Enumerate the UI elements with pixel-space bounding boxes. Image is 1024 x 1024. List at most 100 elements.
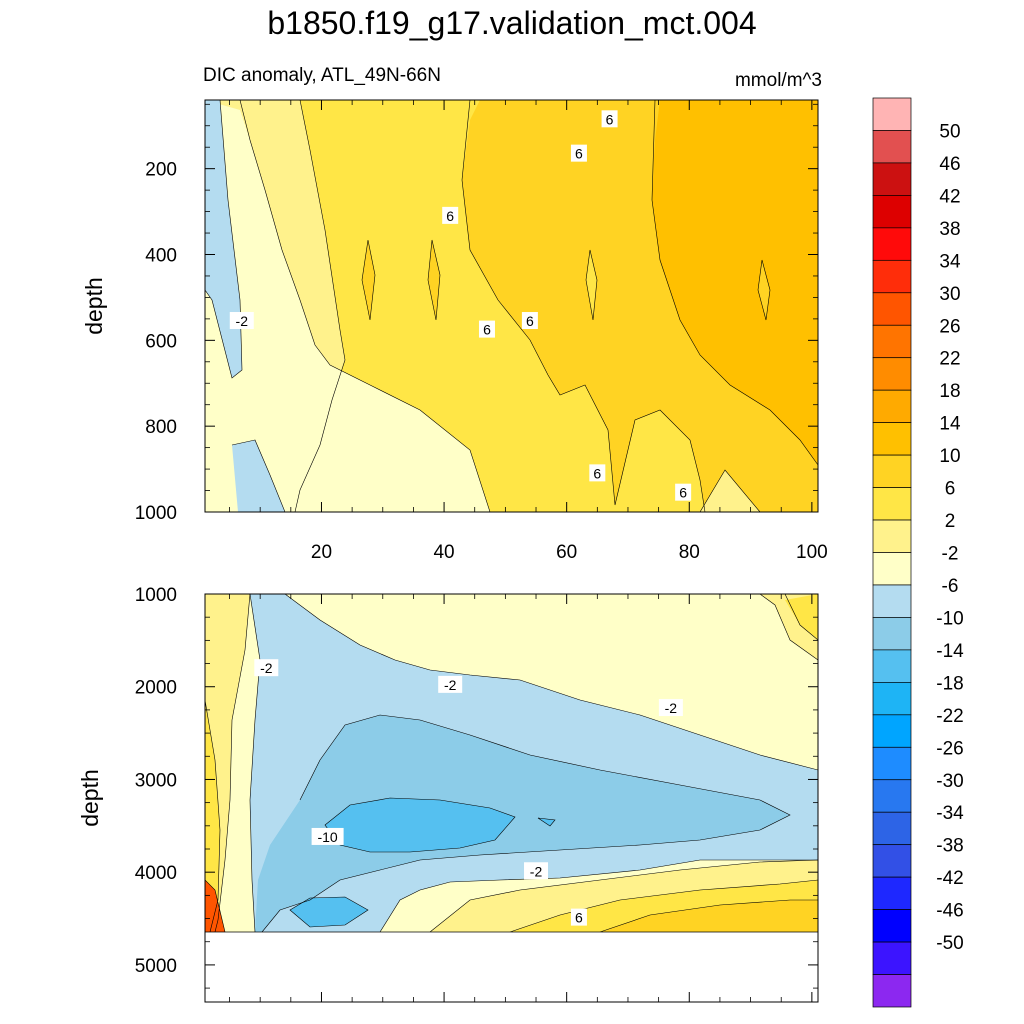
lower-panel: 1000 2000 3000 4000 5000 -2 -2 -2 -10 -2 6 depth [77,585,819,1003]
upper-contour-label-bg [675,483,692,501]
lower-fill-band-neg14-neg10-main [325,798,515,852]
lower-fill-band-6-10-topright [785,594,818,640]
lower-ytick-label: 5000 [135,956,177,977]
colorbar-label: -14 [936,641,964,662]
colorbar-swatch [872,909,912,943]
upper-plot-frame [204,99,819,513]
lower-contour-label: -2 [665,700,678,716]
lower-plot-frame [204,593,819,1003]
lower-land-mask [205,932,818,1002]
colorbar-swatch [872,584,912,618]
lower-contour-label-bg [570,908,587,926]
lower-axis-ticks: 1000 2000 3000 4000 5000 [135,585,818,1002]
upper-xtick-label: 100 [796,542,828,563]
colorbar-swatch [872,130,912,164]
colorbar-label: 30 [939,284,960,305]
lower-contour-labels: -2 -2 -2 -10 -2 6 [254,659,683,926]
figure-title: b1850.f19_g17.validation_mct.004 [267,5,756,41]
colorbar-label: -10 [936,608,963,629]
lower-fill-band-26-30-left [205,880,225,932]
upper-contour-label-bg [478,320,495,338]
colorbar-label: 26 [939,316,960,337]
colorbar-label: 50 [939,121,960,142]
colorbar-swatches [872,97,912,1008]
colorbar-swatch [872,746,912,781]
colorbar-label: 2 [945,511,956,532]
lower-contour-label-bg [311,827,344,845]
colorbar-swatch [872,97,912,131]
upper-contour-label-bg [589,464,606,482]
lower-contour-label: 6 [575,910,583,926]
upper-fill-cell-c [586,250,597,320]
panel-subtitle-right: mmol/m^3 [735,70,822,91]
colorbar-label: -50 [936,933,963,954]
upper-fill-cell-d [758,260,770,320]
colorbar-swatch [872,876,912,910]
upper-fill-band-10-14 [652,100,818,465]
upper-contour-label: 6 [446,208,454,224]
upper-xtick-label: 40 [433,542,454,563]
upper-y-axis-label: depth [81,277,107,335]
upper-ytick-label: 1000 [135,503,177,524]
lower-contour-field [205,594,818,1002]
colorbar-swatch [872,389,912,423]
colorbar-swatch [872,454,912,488]
upper-axis-ticks: 20 40 60 80 100 200 400 600 800 1000 [135,100,828,563]
lower-ytick-label: 3000 [135,770,177,791]
lower-contour-label: -2 [260,660,273,676]
lower-y-axis-label: depth [77,769,103,827]
upper-contour-label-bg [442,206,459,224]
lower-contour-label-bg [438,675,463,693]
upper-contour-label-bg [229,312,254,330]
colorbar-label: 10 [939,446,960,467]
lower-contour-label-bg [524,862,549,880]
upper-xtick-label: 20 [311,542,332,563]
lower-fill-band-6-10-left [205,700,220,932]
lower-fill-band-neg14-neg10-bottom [290,897,368,927]
colorbar-label: -6 [942,576,959,597]
colorbar-label: 6 [945,479,956,500]
colorbar-swatch [872,487,912,521]
colorbar-swatch [872,259,912,294]
colorbar-swatch [872,779,912,813]
colorbar-label: -42 [936,868,963,889]
colorbar-labels: 50 46 42 38 34 30 26 22 18 14 10 6 2 -2 -6 -10 -14 -18 -22… [936,121,964,954]
upper-panel: 20 40 60 80 100 200 400 600 800 1000 6 6 6 -2 6 6 6 6 de… [81,99,828,563]
colorbar-label: -2 [942,544,959,565]
upper-fill-band-neg6-neg2-bottom [232,440,285,512]
upper-fill-band-neg2-2 [205,100,490,512]
lower-contour-lines [205,594,818,933]
upper-xtick-label: 60 [556,542,577,563]
colorbar-label: 22 [939,349,960,370]
colorbar-swatch [872,714,912,748]
colorbar-swatch [872,519,912,553]
upper-contour-label-bg [601,110,618,128]
lower-contour-label-bg [658,699,683,717]
colorbar-label: 14 [939,414,961,435]
upper-ytick-label: 200 [145,160,177,181]
upper-ytick-label: 600 [145,331,177,352]
colorbar-swatch [872,617,912,651]
colorbar-label: 18 [939,381,960,402]
colorbar-label: -46 [936,901,963,922]
colorbar-label: -34 [936,803,964,824]
colorbar-swatch [872,324,912,359]
colorbar-swatch [872,162,912,196]
upper-contour-label: 6 [606,111,614,127]
colorbar-label: -30 [936,771,963,792]
upper-fill-band-2-6-bottom [700,470,760,512]
colorbar-label: -26 [936,738,963,759]
lower-ytick-label: 4000 [135,863,177,884]
upper-contour-labels: 6 6 6 -2 6 6 6 6 [229,110,692,501]
colorbar-label: -18 [936,673,963,694]
colorbar-label: 34 [939,251,961,272]
lower-fill-band-neg14-neg10-cell [538,818,555,826]
lower-ytick-label: 1000 [135,585,177,606]
upper-contour-label: 6 [483,322,491,338]
colorbar-label: 42 [939,186,960,207]
lower-fill-band-neg10-neg6 [255,715,790,932]
colorbar-swatch [872,422,912,456]
lower-fill-band-10-14-bottom [600,900,818,932]
colorbar-swatch [872,552,912,586]
